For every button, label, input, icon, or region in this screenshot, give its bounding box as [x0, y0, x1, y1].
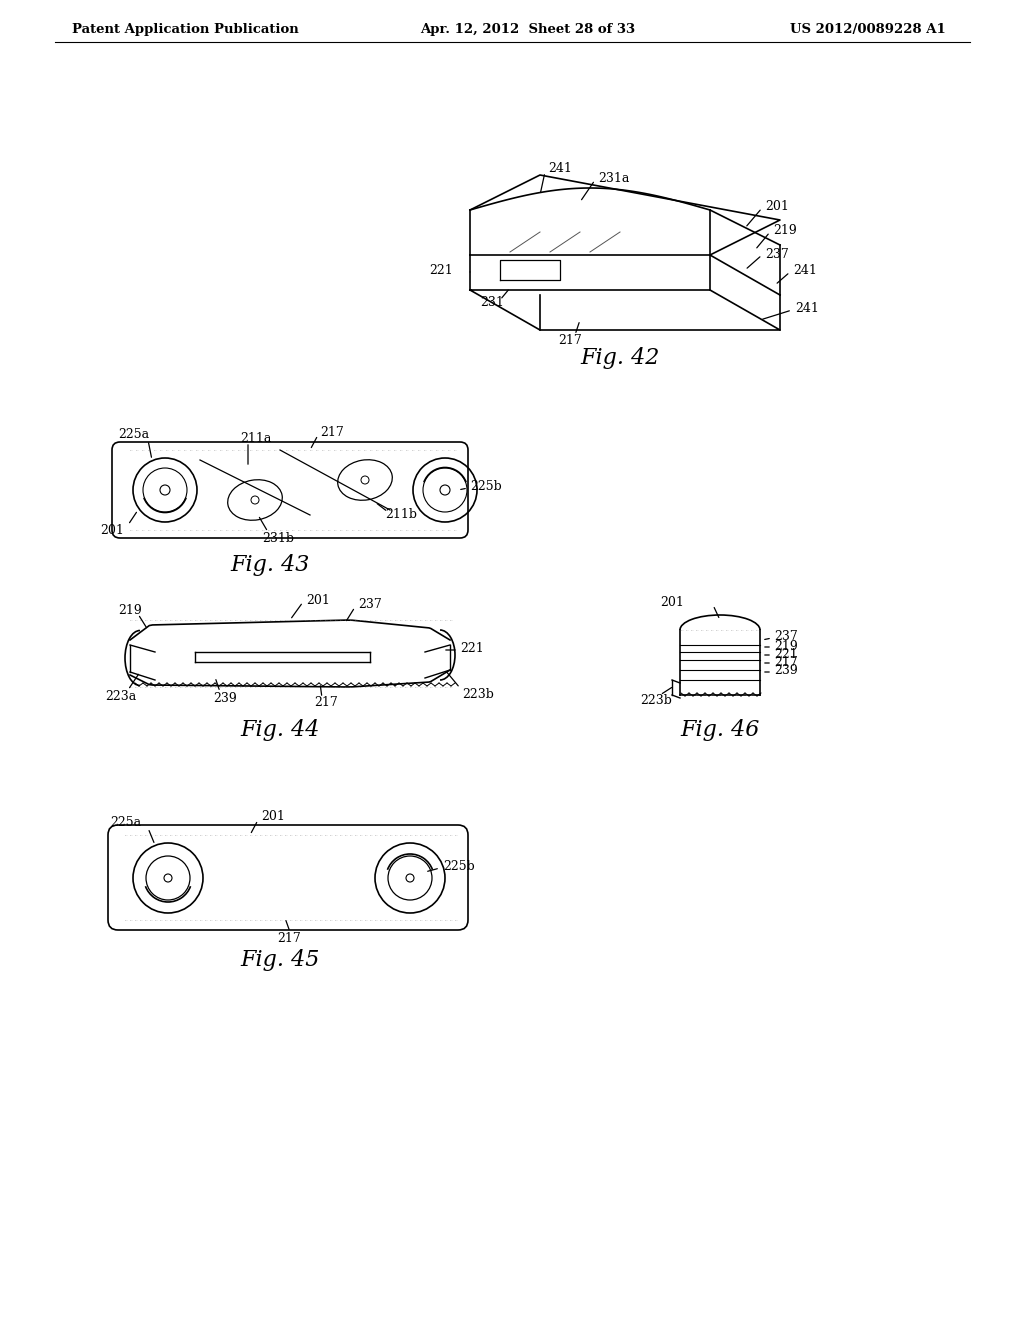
Text: Fig. 44: Fig. 44	[241, 719, 319, 741]
Text: 211b: 211b	[385, 508, 417, 521]
Text: 231b: 231b	[262, 532, 294, 544]
Text: 219: 219	[118, 603, 141, 616]
Text: 237: 237	[765, 248, 788, 260]
Text: US 2012/0089228 A1: US 2012/0089228 A1	[790, 24, 946, 37]
Text: 219: 219	[774, 639, 798, 652]
Text: Fig. 43: Fig. 43	[230, 554, 309, 576]
Text: 211a: 211a	[240, 432, 271, 445]
Text: 201: 201	[261, 810, 285, 824]
Text: 217: 217	[319, 425, 344, 438]
Text: 237: 237	[358, 598, 382, 611]
Text: 223b: 223b	[462, 688, 494, 701]
Text: 201: 201	[660, 595, 684, 609]
Text: 217: 217	[558, 334, 582, 346]
Text: 241: 241	[795, 302, 819, 315]
Text: 231a: 231a	[598, 172, 630, 185]
Text: Fig. 45: Fig. 45	[241, 949, 319, 972]
Text: 231: 231	[480, 297, 504, 309]
Text: 201: 201	[765, 201, 788, 214]
Text: 239: 239	[774, 664, 798, 677]
Text: 239: 239	[213, 693, 237, 705]
Text: Apr. 12, 2012  Sheet 28 of 33: Apr. 12, 2012 Sheet 28 of 33	[420, 24, 635, 37]
Text: 225b: 225b	[470, 480, 502, 494]
Text: Fig. 42: Fig. 42	[581, 347, 659, 370]
Text: 221: 221	[429, 264, 453, 276]
Text: Fig. 46: Fig. 46	[680, 719, 760, 741]
Text: 219: 219	[773, 224, 797, 238]
Text: 225a: 225a	[118, 429, 150, 441]
Text: 225b: 225b	[443, 861, 475, 874]
Text: 201: 201	[100, 524, 124, 536]
Text: 223b: 223b	[640, 694, 672, 708]
Text: 241: 241	[548, 161, 571, 174]
Text: 217: 217	[314, 697, 338, 710]
Text: 217: 217	[774, 656, 798, 668]
Text: 223a: 223a	[105, 689, 136, 702]
Text: 225a: 225a	[110, 816, 141, 829]
Text: 217: 217	[278, 932, 301, 945]
Text: 241: 241	[793, 264, 817, 277]
Text: 201: 201	[306, 594, 330, 606]
Text: 221: 221	[774, 648, 798, 660]
Text: 221: 221	[460, 643, 483, 656]
Text: Patent Application Publication: Patent Application Publication	[72, 24, 299, 37]
Text: 237: 237	[774, 631, 798, 644]
